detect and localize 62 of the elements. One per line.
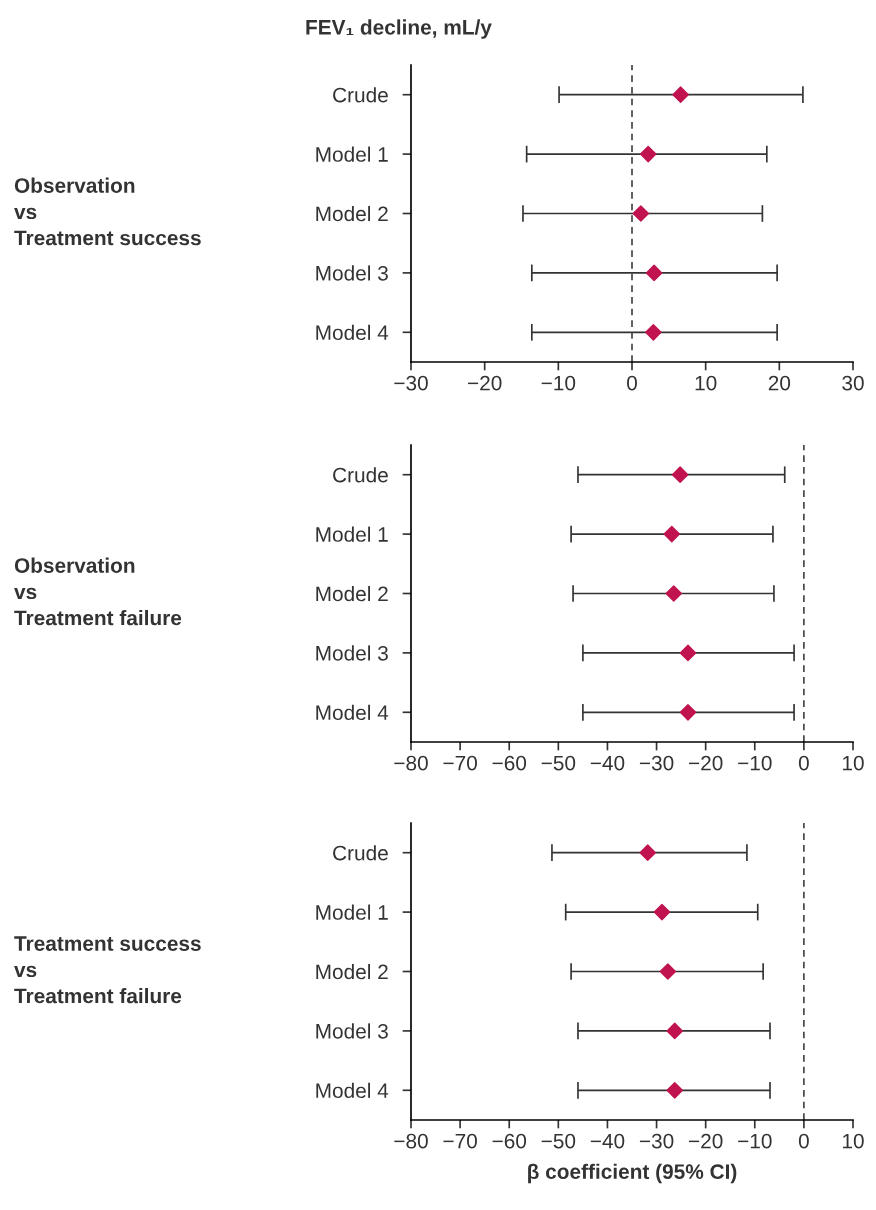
x-tick-label: 10	[843, 1133, 864, 1149]
x-tick-label: −10	[541, 375, 576, 391]
y-tick-label: Model 1	[316, 904, 388, 920]
point	[632, 205, 650, 222]
x-tick-label: −80	[394, 755, 428, 771]
x-tick-label: −10	[738, 755, 772, 771]
x-tick-label: −70	[443, 755, 477, 771]
point	[666, 1022, 684, 1040]
chart-title: FEV₁ decline, mL/y	[306, 19, 492, 39]
x-tick-label: −10	[738, 1133, 772, 1149]
y-axis-title: Observation vs Treatment success	[14, 177, 201, 246]
x-tick-label: 0	[798, 755, 809, 771]
x-tick-label: 0	[798, 1133, 809, 1149]
point	[665, 585, 683, 602]
y-tick-label: Model 2	[316, 205, 388, 222]
point	[639, 844, 657, 862]
x-tick-label: −30	[639, 755, 674, 771]
point	[645, 264, 663, 282]
y-tick-label: Model 4	[316, 324, 389, 341]
point	[663, 525, 681, 543]
x-tick-label: −40	[590, 1133, 625, 1149]
point	[672, 86, 689, 104]
point	[659, 963, 677, 980]
y-tick-label: Crude	[333, 845, 388, 861]
point	[645, 323, 662, 341]
point	[666, 1081, 684, 1099]
y-tick-label: Model 3	[316, 265, 388, 281]
point	[653, 903, 671, 921]
x-tick-label: −30	[639, 1133, 674, 1149]
x-tick-label: −50	[541, 755, 576, 771]
x-tick-label: −20	[468, 375, 502, 391]
point	[679, 703, 697, 721]
x-tick-label: −20	[689, 755, 723, 771]
y-tick-label: Model 3	[316, 645, 388, 661]
y-tick-label: Model 2	[316, 585, 388, 602]
y-tick-label: Model 2	[316, 963, 388, 980]
y-tick-label: Model 3	[316, 1023, 388, 1039]
y-tick-label: Model 4	[316, 1082, 389, 1099]
x-tick-label: 10	[695, 375, 717, 391]
x-tick-label: −40	[590, 755, 625, 771]
x-tick-label: 0	[627, 375, 637, 391]
point	[639, 145, 657, 163]
x-tick-label: −60	[492, 1133, 527, 1149]
x-tick-label: −50	[541, 1133, 576, 1149]
x-tick-label: 10	[843, 755, 864, 771]
y-axis-title: Treatment success vs Treatment failure	[14, 936, 201, 1004]
y-tick-label: Model 1	[316, 526, 388, 542]
x-axis-title: β coefficient (95% CI)	[528, 1163, 737, 1184]
x-tick-label: −20	[689, 1133, 723, 1149]
x-tick-label: −80	[394, 1133, 428, 1149]
y-axis-title: Observation vs Treatment failure	[14, 557, 182, 626]
y-tick-label: Crude	[333, 467, 388, 483]
x-tick-label: −60	[492, 755, 527, 771]
x-tick-label: 30	[842, 375, 864, 391]
x-tick-label: −30	[394, 375, 428, 391]
point	[679, 644, 697, 662]
x-tick-label: −70	[443, 1133, 477, 1149]
x-tick-label: 20	[768, 375, 791, 391]
y-tick-label: Model 1	[316, 146, 388, 162]
y-tick-label: Crude	[333, 87, 388, 103]
point	[671, 466, 689, 484]
y-tick-label: Model 4	[316, 704, 389, 721]
